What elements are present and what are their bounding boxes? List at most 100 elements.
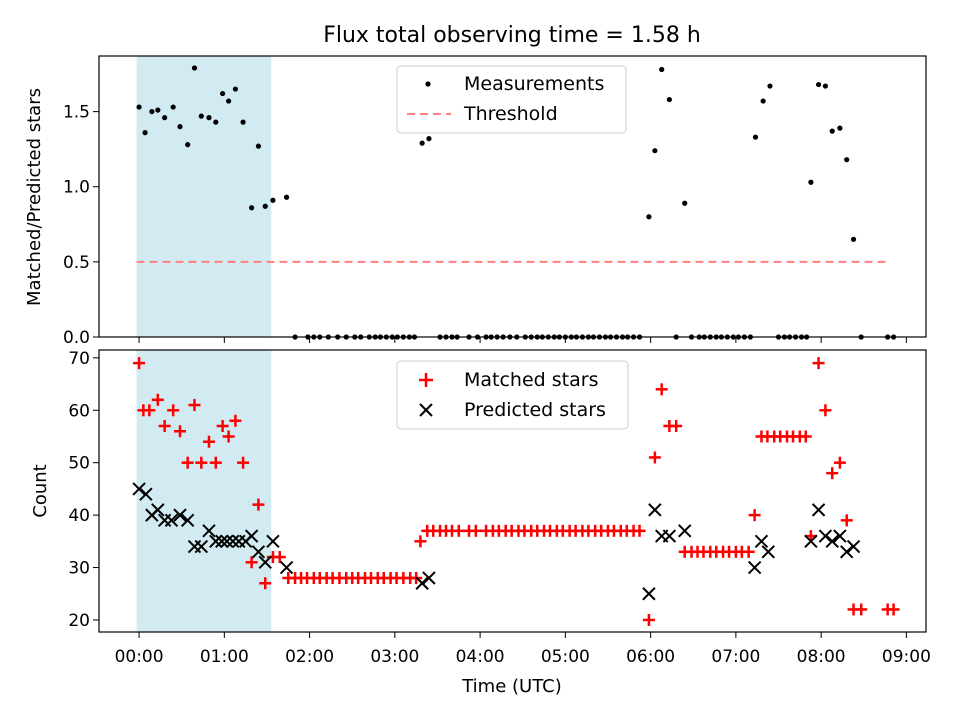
matched-star-point <box>414 535 427 548</box>
y-tick-label: 40 <box>68 506 90 526</box>
bottom-legend-box <box>396 360 629 430</box>
matched-star-point <box>855 603 868 616</box>
measurement-point <box>752 134 759 140</box>
matched-star-point <box>181 456 194 469</box>
measurement-point <box>652 148 658 154</box>
y-tick-label: 0.0 <box>63 328 90 348</box>
predicted-star-point <box>215 534 229 549</box>
x-tick-label: 08:00 <box>797 647 846 667</box>
matched-star-point <box>799 430 812 443</box>
matched-star-point <box>655 383 668 396</box>
measurement-point <box>283 194 290 200</box>
x-tick-label: 09:00 <box>882 647 931 667</box>
predicted-star-point <box>415 576 429 590</box>
top-panel: 0.0 0.5 1.0 1.5 Matched/Predicted stars Mea… <box>24 55 927 348</box>
matched-star-point <box>245 556 258 569</box>
measurement-point <box>682 200 688 206</box>
measurement-point <box>760 98 766 104</box>
measurement-point <box>837 125 843 131</box>
matched-star-point <box>812 357 825 370</box>
matched-star-point <box>273 551 286 564</box>
predicted-star-point <box>173 508 187 522</box>
measurement-point <box>249 205 255 211</box>
x-tick-label: 06:00 <box>626 647 675 667</box>
predicted-star-point <box>139 487 153 501</box>
bottom-plot-frame <box>98 349 927 633</box>
matched-star-point <box>143 404 156 417</box>
measurement-point <box>666 96 672 103</box>
y-tick-label: 50 <box>68 454 90 474</box>
predicted-star-point <box>846 539 861 554</box>
predicted-star-point <box>220 534 234 549</box>
measurement-points <box>136 65 897 340</box>
predicted-star-point <box>761 545 775 559</box>
predicted-star-point <box>251 545 266 559</box>
bottom-highlight-span <box>136 350 272 632</box>
top-highlight-span <box>136 56 272 337</box>
measurement-point <box>646 214 652 220</box>
measurement-point <box>213 119 219 125</box>
matched-star-point <box>209 456 222 469</box>
bottom-x-axis-ticks: 00:00 01:00 02:00 03:00 04:00 05:00 06:00 07:00… <box>115 632 931 667</box>
matched-star-point <box>642 613 655 626</box>
matched-star-point <box>252 498 265 511</box>
matched-star-point <box>195 456 208 469</box>
measurement-point <box>155 107 161 113</box>
matched-star-point <box>826 467 839 480</box>
measurement-point <box>815 81 822 88</box>
y-tick-label: 70 <box>68 349 90 369</box>
matched-star-point <box>833 456 846 469</box>
matched-star-point <box>887 603 900 616</box>
legend-matched-marker <box>419 373 433 387</box>
predicted-star-point <box>244 529 259 543</box>
measurement-point <box>136 104 142 110</box>
measurement-point <box>225 98 232 104</box>
predicted-star-point <box>825 534 839 549</box>
matched-star-point <box>819 404 832 417</box>
predicted-star-point <box>180 513 195 528</box>
legend-predicted-marker <box>419 403 433 417</box>
legend-matched-label: Matched stars <box>464 369 598 391</box>
measurement-point <box>170 104 176 110</box>
measurement-point <box>220 90 226 97</box>
bottom-legend: Matched stars Predicted stars <box>396 360 629 430</box>
predicted-star-point <box>811 503 826 517</box>
top-chart-title: Flux total observing time = 1.58 h <box>323 23 701 48</box>
measurement-point <box>198 113 204 119</box>
measurement-point <box>419 140 425 146</box>
legend-threshold-label: Threshold <box>463 103 558 125</box>
measurement-point <box>270 197 276 203</box>
top-legend: Measurements Threshold <box>396 65 627 134</box>
y-tick-label: 30 <box>68 559 90 579</box>
measurement-point <box>191 65 198 71</box>
predicted-star-point <box>648 503 662 517</box>
predicted-star-point <box>422 571 436 585</box>
predicted-star-point <box>642 587 656 601</box>
x-tick-label: 05:00 <box>541 647 590 667</box>
predicted-star-point <box>132 482 146 496</box>
measurement-point <box>185 142 191 148</box>
measurement-point <box>767 83 773 89</box>
measurement-point <box>844 157 850 163</box>
y-tick-label: 20 <box>68 611 90 631</box>
predicted-star-point <box>209 534 223 549</box>
matched-star-point <box>633 524 646 537</box>
bottom-y-axis-ticks: 20 30 40 50 60 70 <box>68 349 99 631</box>
x-tick-label: 02:00 <box>285 647 334 667</box>
matched-star-point <box>742 545 755 558</box>
predicted-star-point <box>258 555 272 569</box>
predicted-star-point <box>194 539 209 554</box>
measurement-point <box>426 136 432 142</box>
predicted-star-point <box>678 524 692 538</box>
measurement-point <box>240 119 246 125</box>
x-tick-label: 00:00 <box>115 647 164 667</box>
predicted-star-point <box>840 545 854 559</box>
predicted-star-point <box>804 534 818 549</box>
matched-star-point <box>648 451 661 464</box>
predicted-star-point <box>662 529 677 543</box>
predicted-star-point <box>266 534 280 549</box>
matched-star-point <box>151 393 164 406</box>
top-y-axis-ticks: 0.0 0.5 1.0 1.5 <box>63 103 99 348</box>
matched-star-point <box>173 425 186 438</box>
